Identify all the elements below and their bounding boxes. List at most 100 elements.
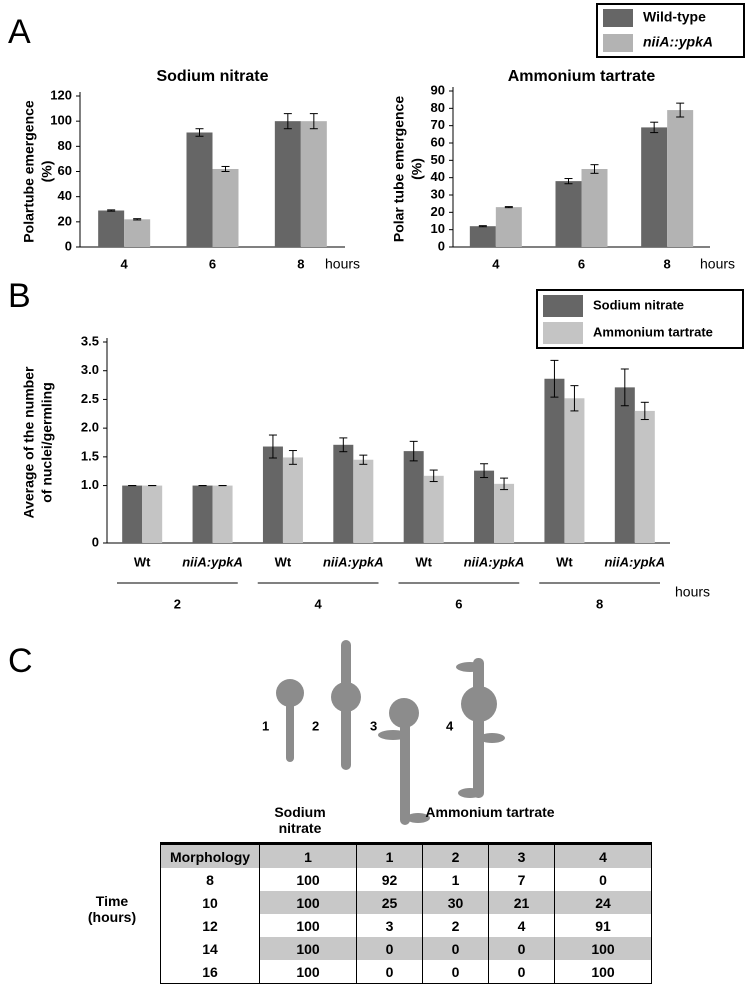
table-cell: 7 [487,868,555,891]
x-tick-label: 6 [578,256,585,271]
legend-label: Sodium nitrate [593,297,684,312]
table-cell: 14 [160,937,260,960]
table-cell: 0 [355,937,423,960]
branch [458,788,482,798]
morphology-label: 3 [370,718,377,733]
legend-label: niiA::ypkA [643,34,713,50]
chart-title: Ammonium tartrate [508,68,656,85]
condition-label: Sodium nitrate [274,804,326,836]
bar [124,219,151,247]
branch [406,813,430,823]
header-cell: 3 [487,842,555,868]
bar [469,226,496,247]
spore [331,682,361,712]
hypha [473,658,484,798]
table-cell: 0 [487,960,555,984]
branch [456,662,484,672]
table-cell: 100 [259,891,357,914]
y-tick-label: 120 [50,87,72,102]
spore [461,686,497,722]
bar [544,378,565,543]
x-axis-label: hours [325,256,360,272]
table-cell: 100 [259,914,357,937]
y-tick-label: 50 [431,152,445,167]
header-cell: Morphology [160,842,260,868]
y-tick-label: 20 [431,204,445,219]
hypha [400,712,410,825]
table-cell: 0 [421,937,489,960]
table-row: 16 100 0 0 0 100 [160,960,652,984]
y-axis-label: Average of the number [21,366,37,519]
table-row: 8 100 92 1 7 0 [160,868,652,891]
table-cell: 92 [355,868,423,891]
bar [142,485,163,543]
y-tick-label: 90 [431,82,445,97]
x-tick-label: niiA:ypkA [182,554,243,569]
table-row: 10 100 25 30 21 24 [160,891,652,914]
y-tick-label: 30 [431,186,445,201]
bar [122,485,143,543]
spore [276,679,304,707]
table-row: 12 100 3 2 4 91 [160,914,652,937]
table-cell: 10 [160,891,260,914]
bar [333,444,354,543]
header-cell: 2 [421,842,489,868]
bar [274,121,301,247]
row-label: Time (hours) [87,893,137,925]
x-tick-label: 6 [209,256,216,271]
y-tick-label: 3.5 [81,333,99,348]
spore [389,698,419,728]
x-tick-label: Wt [415,554,432,569]
y-tick-label: 40 [431,169,445,184]
table-cell: 21 [487,891,555,914]
bar [423,475,444,543]
bar [641,127,668,247]
x-tick-label: niiA:ypkA [464,554,525,569]
morphology-label: 2 [312,718,319,733]
header-cell: 1 [259,842,357,868]
x-tick-label: 8 [664,256,671,271]
bar [614,387,635,543]
table-cell: 24 [553,891,652,914]
table-cell: 100 [259,868,357,891]
x-tick-label: Wt [275,554,292,569]
legend-swatch [603,9,633,27]
table-cell: 100 [259,937,357,960]
y-axis-label: Polar tube emergence [391,96,407,242]
x-tick-label: 4 [121,256,129,271]
x-tick-label: niiA:ypkA [323,554,384,569]
morphology-drawings [276,640,505,825]
legend-label: Ammonium tartrate [593,324,713,339]
header-row: Morphology 1 1 2 3 4 [160,842,652,868]
y-tick-label: 20 [58,213,72,228]
y-axis-label: Polartube emergence [21,100,37,243]
y-tick-label: 0 [438,238,445,253]
header-cell: 4 [553,842,652,868]
table-cell: 0 [553,868,652,891]
y-tick-label: 1.0 [81,477,99,492]
table-cell: 0 [421,960,489,984]
x-tick-label: Wt [134,554,151,569]
x-axis-label: hours [675,584,710,600]
morphology-label: 1 [262,718,269,733]
table-cell: 100 [259,960,357,984]
bar [212,168,239,247]
table-cell: 100 [553,960,652,984]
header-cell: 1 [355,842,423,868]
y-tick-label: 0 [65,238,72,253]
hypha [286,698,294,762]
bar [186,132,213,247]
bar [634,410,655,543]
table-row: 14 100 0 0 0 100 [160,937,652,960]
y-axis-label: (%) [39,161,55,183]
bar [403,451,424,543]
y-tick-label: 80 [58,138,72,153]
y-tick-label: 40 [58,188,72,203]
y-tick-label: 2.0 [81,420,99,435]
bar [300,121,327,247]
table-cell: 1 [421,868,489,891]
y-tick-label: 60 [58,163,72,178]
y-tick-label: 10 [431,221,445,236]
